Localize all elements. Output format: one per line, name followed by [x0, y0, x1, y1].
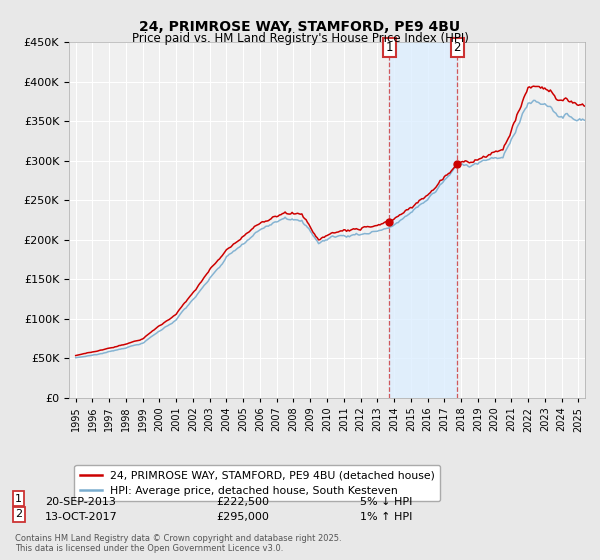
Text: 2: 2 [15, 510, 22, 520]
Text: 2: 2 [454, 41, 461, 54]
Text: 1% ↑ HPI: 1% ↑ HPI [360, 512, 412, 522]
Text: £222,500: £222,500 [216, 497, 269, 507]
Bar [389, 42, 457, 398]
Text: 1: 1 [15, 494, 22, 504]
Text: 5% ↓ HPI: 5% ↓ HPI [360, 497, 412, 507]
Legend: 24, PRIMROSE WAY, STAMFORD, PE9 4BU (detached house), HPI: Average price, detach: 24, PRIMROSE WAY, STAMFORD, PE9 4BU (det… [74, 465, 440, 502]
Text: £295,000: £295,000 [216, 512, 269, 522]
Text: 20-SEP-2013: 20-SEP-2013 [45, 497, 116, 507]
Text: Contains HM Land Registry data © Crown copyright and database right 2025.
This d: Contains HM Land Registry data © Crown c… [15, 534, 341, 553]
Text: 24, PRIMROSE WAY, STAMFORD, PE9 4BU: 24, PRIMROSE WAY, STAMFORD, PE9 4BU [139, 20, 461, 34]
Text: Price paid vs. HM Land Registry's House Price Index (HPI): Price paid vs. HM Land Registry's House … [131, 32, 469, 45]
Text: 1: 1 [386, 41, 393, 54]
Text: 13-OCT-2017: 13-OCT-2017 [45, 512, 118, 522]
